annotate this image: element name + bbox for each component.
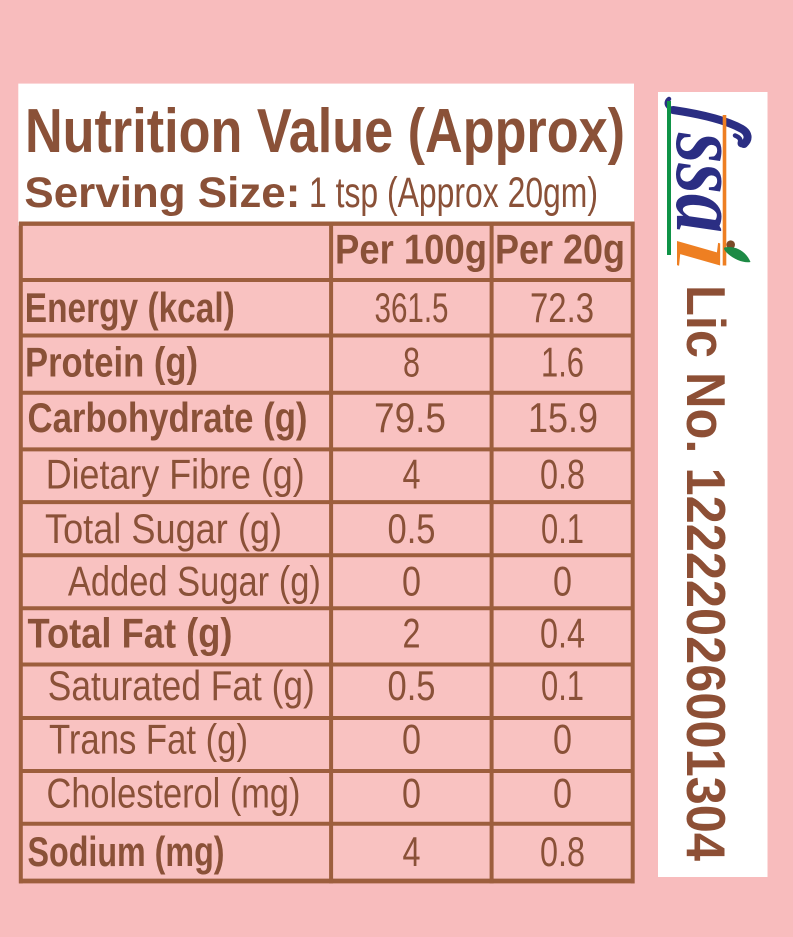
svg-text:Serving Size:: Serving Size:	[24, 169, 300, 217]
svg-text:0.5: 0.5	[388, 505, 436, 552]
svg-text:Cholesterol (mg): Cholesterol (mg)	[47, 770, 301, 817]
svg-text:Energy (kcal): Energy (kcal)	[25, 284, 235, 331]
svg-text:Carbohydrate (g): Carbohydrate (g)	[28, 394, 308, 441]
svg-text:Added Sugar (g): Added Sugar (g)	[68, 558, 321, 605]
svg-text:361.5: 361.5	[375, 284, 449, 331]
svg-text:Per 100g: Per 100g	[335, 226, 487, 273]
svg-text:0.1: 0.1	[541, 505, 584, 552]
svg-text:1.6: 1.6	[541, 339, 584, 386]
svg-text:2: 2	[403, 610, 421, 657]
svg-text:79.5: 79.5	[374, 394, 446, 441]
svg-text:72.3: 72.3	[530, 284, 594, 331]
svg-text:15.9: 15.9	[528, 394, 598, 441]
svg-text:0: 0	[402, 770, 421, 817]
svg-text:4: 4	[403, 828, 421, 875]
svg-text:0: 0	[402, 558, 421, 605]
svg-text:4: 4	[403, 451, 421, 498]
svg-text:1 tsp (Approx 20gm): 1 tsp (Approx 20gm)	[309, 169, 598, 217]
svg-text:0.1: 0.1	[541, 662, 584, 709]
svg-text:0: 0	[553, 716, 572, 763]
svg-text:Protein (g): Protein (g)	[25, 339, 198, 386]
svg-text:0: 0	[553, 770, 572, 817]
svg-text:0.8: 0.8	[540, 828, 585, 875]
svg-text:Lic No. 12222026001304: Lic No. 12222026001304	[675, 285, 737, 861]
svg-text:Total Fat (g): Total Fat (g)	[28, 610, 233, 657]
svg-text:Sodium (mg): Sodium (mg)	[28, 828, 225, 875]
svg-text:Per 20g: Per 20g	[495, 226, 625, 273]
svg-text:0.5: 0.5	[388, 662, 436, 709]
svg-text:Dietary Fibre (g): Dietary Fibre (g)	[46, 451, 305, 498]
svg-text:Saturated Fat (g): Saturated Fat (g)	[48, 662, 315, 709]
svg-text:8: 8	[403, 339, 420, 386]
svg-text:Total Sugar (g): Total Sugar (g)	[45, 505, 282, 552]
svg-text:Nutrition Value (Approx): Nutrition Value (Approx)	[25, 97, 625, 166]
svg-text:0.4: 0.4	[540, 610, 585, 657]
svg-text:Trans Fat (g): Trans Fat (g)	[49, 716, 248, 763]
svg-text:0: 0	[402, 716, 421, 763]
svg-text:0: 0	[553, 558, 572, 605]
svg-text:ssa: ssa	[656, 132, 760, 233]
svg-text:0.8: 0.8	[540, 451, 585, 498]
